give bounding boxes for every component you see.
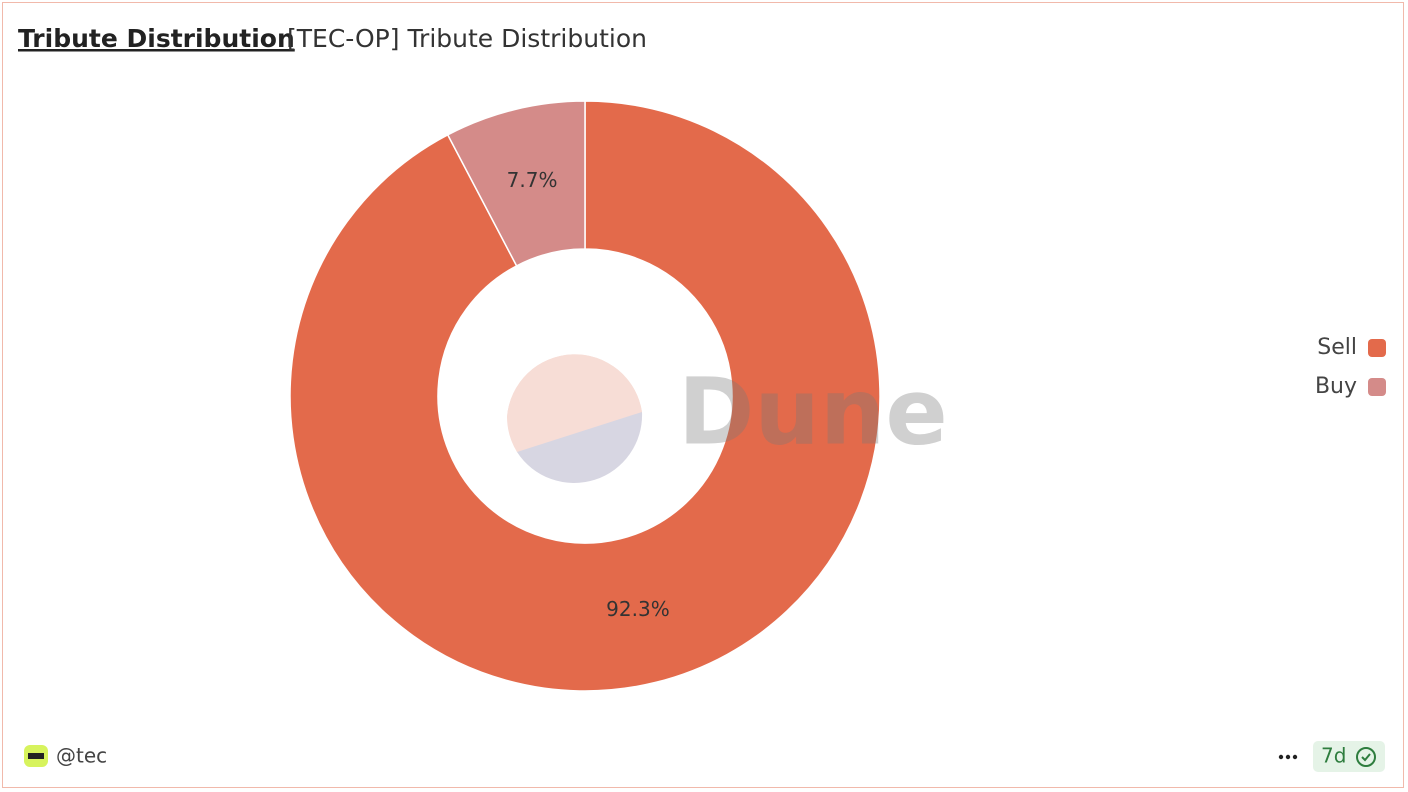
footer-avatar [24, 745, 48, 767]
watermark: Dune [678, 358, 948, 465]
chart-title[interactable]: Tribute Distribution [18, 24, 295, 53]
legend-swatch [1368, 339, 1386, 357]
data-label: 92.3% [606, 597, 670, 621]
chart-subtitle: [TEC-OP] Tribute Distribution [287, 24, 647, 53]
footer-author[interactable]: @tec [56, 744, 107, 768]
legend-swatch [1368, 378, 1386, 396]
pie-slice [446, 100, 586, 267]
legend-label: Buy [1315, 374, 1357, 399]
freshness-check [1356, 747, 1376, 767]
pie-slice [289, 100, 881, 692]
watermark-logo [507, 354, 643, 484]
legend-label: Sell [1317, 335, 1357, 360]
more-menu[interactable] [1278, 754, 1298, 760]
data-label: 7.7% [507, 168, 558, 192]
freshness-label: 7d [1321, 744, 1346, 768]
